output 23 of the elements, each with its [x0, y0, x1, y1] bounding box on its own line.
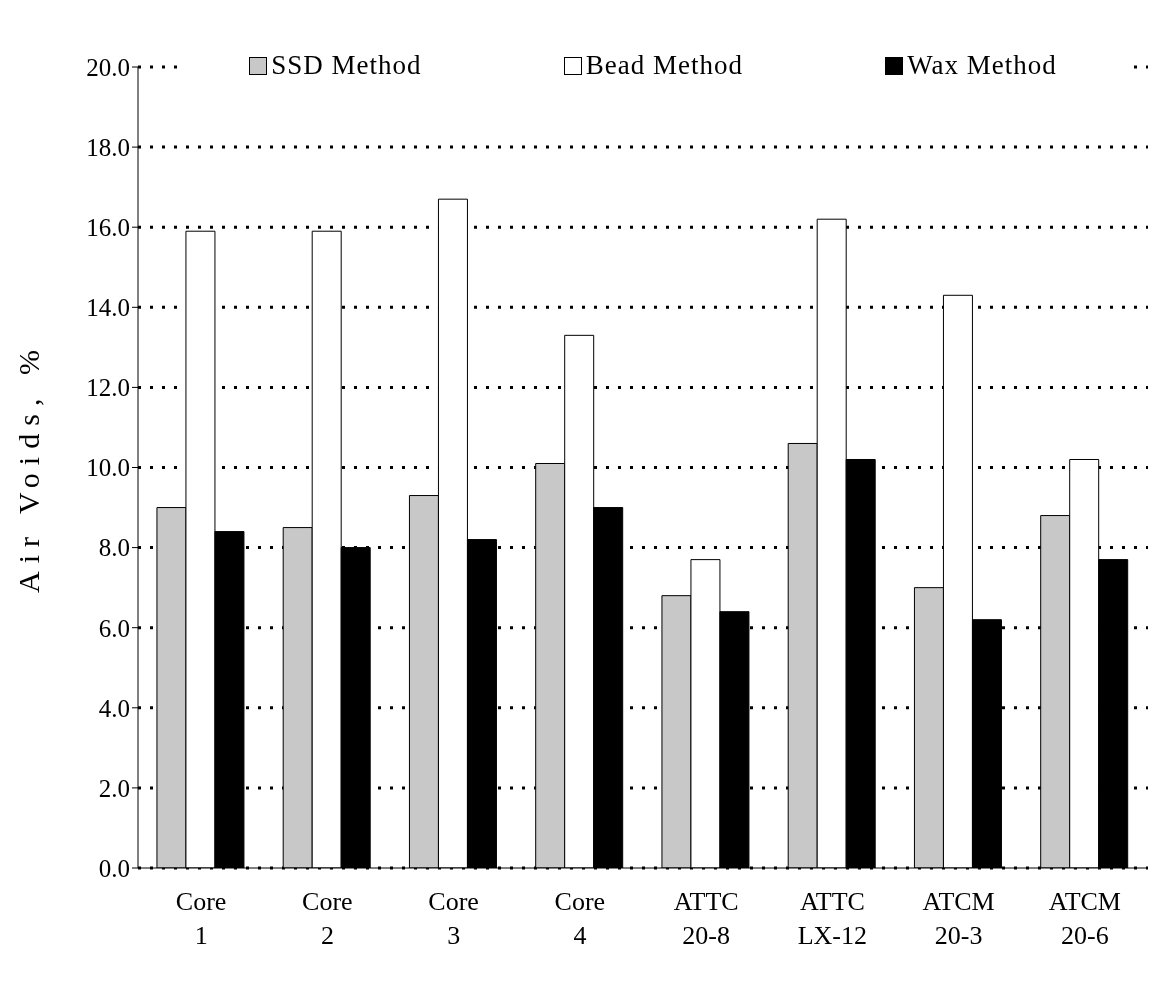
- x-tick-label: ATCM 20-3: [922, 887, 995, 950]
- y-tick-label: 10.0: [86, 454, 130, 482]
- y-tick-label: 4.0: [98, 694, 130, 722]
- x-tick-label: ATTC LX-12: [797, 887, 868, 950]
- y-tick-label: 20.0: [86, 53, 130, 81]
- x-tick-label: Core 4: [554, 887, 606, 950]
- x-tick-label: Core 1: [175, 887, 227, 950]
- y-tick-label: 8.0: [98, 534, 130, 562]
- y-axis-title: Air Voids, %: [11, 342, 45, 593]
- x-tick-label: ATTC 20-8: [673, 887, 739, 950]
- y-tick-label: 6.0: [98, 614, 130, 642]
- x-tick-label: Core 3: [428, 887, 479, 950]
- y-tick-label: 18.0: [86, 133, 130, 161]
- x-tick-label: ATCM 20-6: [1048, 887, 1121, 950]
- y-tick-label: 14.0: [86, 294, 130, 322]
- y-tick-label: 2.0: [98, 774, 130, 802]
- legend-label: SSD Method: [270, 50, 422, 81]
- y-tick-label: 0.0: [98, 854, 130, 882]
- legend-label: Bead Method: [584, 50, 743, 81]
- y-tick-label: 12.0: [86, 374, 130, 402]
- y-tick-label: 16.0: [86, 214, 130, 242]
- x-tick-label: Core 2: [302, 887, 353, 950]
- legend-label: Wax Method: [906, 50, 1057, 81]
